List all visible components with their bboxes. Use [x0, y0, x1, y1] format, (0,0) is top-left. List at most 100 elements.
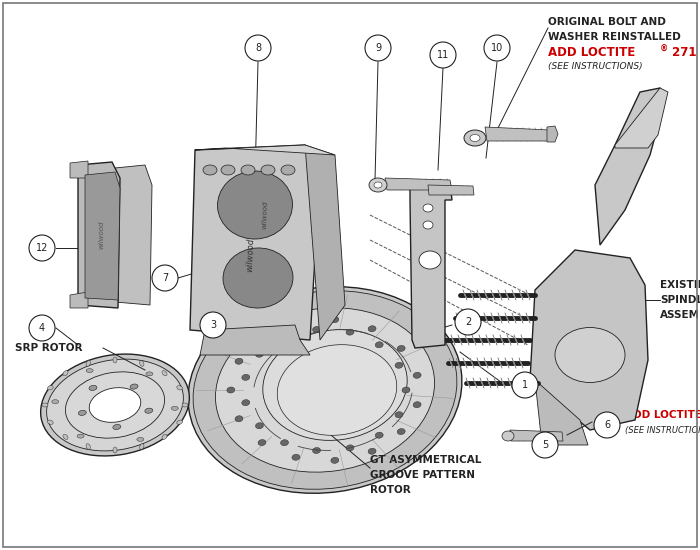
Ellipse shape	[346, 445, 354, 451]
Ellipse shape	[281, 439, 288, 446]
Ellipse shape	[52, 400, 59, 404]
Ellipse shape	[292, 320, 300, 326]
Ellipse shape	[113, 447, 117, 453]
Text: wilwood: wilwood	[245, 238, 255, 272]
Ellipse shape	[89, 386, 97, 390]
Circle shape	[200, 312, 226, 338]
Text: SPINDLE: SPINDLE	[660, 295, 700, 305]
Text: SRP ROTOR: SRP ROTOR	[15, 343, 83, 353]
Ellipse shape	[313, 448, 321, 454]
Ellipse shape	[47, 359, 183, 451]
Ellipse shape	[221, 165, 235, 175]
Ellipse shape	[41, 354, 190, 456]
Ellipse shape	[193, 291, 457, 490]
Ellipse shape	[203, 165, 217, 175]
Ellipse shape	[261, 165, 275, 175]
Text: ADD LOCTITE: ADD LOCTITE	[625, 410, 700, 420]
Ellipse shape	[397, 428, 405, 434]
Ellipse shape	[77, 434, 84, 438]
Ellipse shape	[369, 178, 387, 192]
Polygon shape	[510, 430, 563, 441]
Ellipse shape	[423, 204, 433, 212]
Ellipse shape	[258, 439, 266, 446]
Text: 10: 10	[491, 43, 503, 53]
Ellipse shape	[277, 345, 397, 436]
Text: (SEE INSTRUCTIONS): (SEE INSTRUCTIONS)	[548, 62, 643, 70]
Text: (SEE INSTRUCTIONS): (SEE INSTRUCTIONS)	[625, 426, 700, 434]
Polygon shape	[115, 165, 152, 305]
Text: 271: 271	[668, 46, 696, 58]
Ellipse shape	[86, 444, 90, 449]
Ellipse shape	[262, 329, 407, 441]
Ellipse shape	[139, 444, 144, 449]
Ellipse shape	[172, 406, 178, 410]
Ellipse shape	[42, 403, 48, 407]
Polygon shape	[547, 126, 558, 142]
Ellipse shape	[241, 165, 255, 175]
Ellipse shape	[86, 361, 90, 366]
Polygon shape	[428, 185, 474, 195]
Ellipse shape	[395, 412, 403, 418]
Ellipse shape	[375, 342, 383, 348]
Polygon shape	[305, 145, 345, 340]
Ellipse shape	[464, 130, 486, 146]
Ellipse shape	[227, 387, 235, 393]
Text: 9: 9	[375, 43, 381, 53]
Circle shape	[455, 309, 481, 335]
Ellipse shape	[368, 448, 376, 454]
Circle shape	[484, 35, 510, 61]
Text: 4: 4	[39, 323, 45, 333]
Polygon shape	[70, 292, 88, 308]
Ellipse shape	[241, 400, 250, 406]
Ellipse shape	[395, 362, 403, 368]
Ellipse shape	[139, 361, 144, 366]
Ellipse shape	[89, 388, 141, 422]
Text: 12: 12	[36, 243, 48, 253]
Ellipse shape	[48, 420, 53, 425]
Ellipse shape	[281, 334, 288, 340]
Ellipse shape	[292, 454, 300, 460]
Text: wilwood: wilwood	[262, 201, 269, 229]
Ellipse shape	[555, 327, 625, 382]
Ellipse shape	[470, 135, 480, 141]
Circle shape	[512, 372, 538, 398]
Ellipse shape	[78, 410, 86, 415]
Ellipse shape	[235, 416, 243, 422]
Circle shape	[152, 265, 178, 291]
Polygon shape	[535, 380, 588, 445]
Polygon shape	[78, 162, 120, 308]
Ellipse shape	[63, 434, 68, 439]
Text: EXISTING: EXISTING	[660, 280, 700, 290]
Text: wilwood: wilwood	[98, 221, 104, 249]
Ellipse shape	[86, 368, 93, 372]
Circle shape	[29, 235, 55, 261]
Text: GROOVE PATTERN: GROOVE PATTERN	[370, 470, 475, 480]
Polygon shape	[200, 325, 310, 355]
Ellipse shape	[258, 334, 266, 340]
Ellipse shape	[331, 317, 339, 323]
Ellipse shape	[423, 221, 433, 229]
Ellipse shape	[48, 386, 53, 390]
Text: ADD LOCTITE: ADD LOCTITE	[548, 46, 636, 58]
Ellipse shape	[65, 372, 164, 438]
Ellipse shape	[177, 386, 183, 390]
Ellipse shape	[281, 165, 295, 175]
Polygon shape	[530, 250, 648, 430]
Ellipse shape	[216, 308, 435, 472]
Ellipse shape	[502, 431, 514, 441]
Ellipse shape	[313, 327, 321, 333]
Polygon shape	[70, 161, 88, 178]
Text: 8: 8	[255, 43, 261, 53]
Polygon shape	[385, 178, 452, 190]
Ellipse shape	[256, 351, 263, 358]
Ellipse shape	[419, 251, 441, 269]
Text: 2: 2	[465, 317, 471, 327]
Circle shape	[594, 412, 620, 438]
Ellipse shape	[346, 329, 354, 335]
Text: 11: 11	[437, 50, 449, 60]
Ellipse shape	[137, 437, 144, 442]
Text: 7: 7	[162, 273, 168, 283]
Ellipse shape	[188, 287, 462, 493]
Ellipse shape	[223, 248, 293, 308]
Polygon shape	[190, 145, 320, 340]
